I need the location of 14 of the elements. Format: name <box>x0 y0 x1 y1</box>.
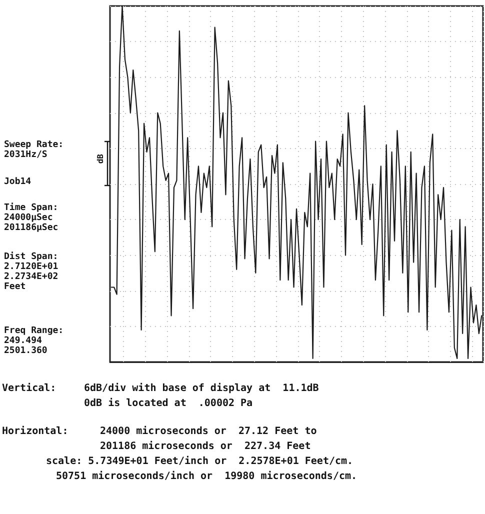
text: 0dB is located at .00002 Pa <box>84 397 253 409</box>
text: scale: 5.7349E+01 Feet/inch or 2.2578E+01 Feet/cm. <box>46 455 354 467</box>
text: 24000 microseconds or 27.12 Feet to <box>100 425 317 437</box>
text: 6dB/div with base of display at 11.1dB <box>84 382 319 394</box>
text: Dist Span: 2.7120E+01 2.2734E+02 Feet <box>4 251 58 292</box>
text: Vertical: <box>2 382 56 394</box>
text: Time Span: 24000µSec 201186µSec <box>4 202 58 233</box>
text: dB <box>96 154 105 164</box>
text: Horizontal: <box>2 425 68 437</box>
text: Freq Range: 249.494 2501.360 <box>4 326 64 356</box>
text: Job14 <box>4 177 32 187</box>
text: Sweep Rate: 2031Hz/S <box>4 140 64 160</box>
text: 50751 microseconds/inch or 19980 microseconds/cm. <box>56 470 358 482</box>
text: 201186 microseconds or 227.34 Feet <box>100 440 311 452</box>
